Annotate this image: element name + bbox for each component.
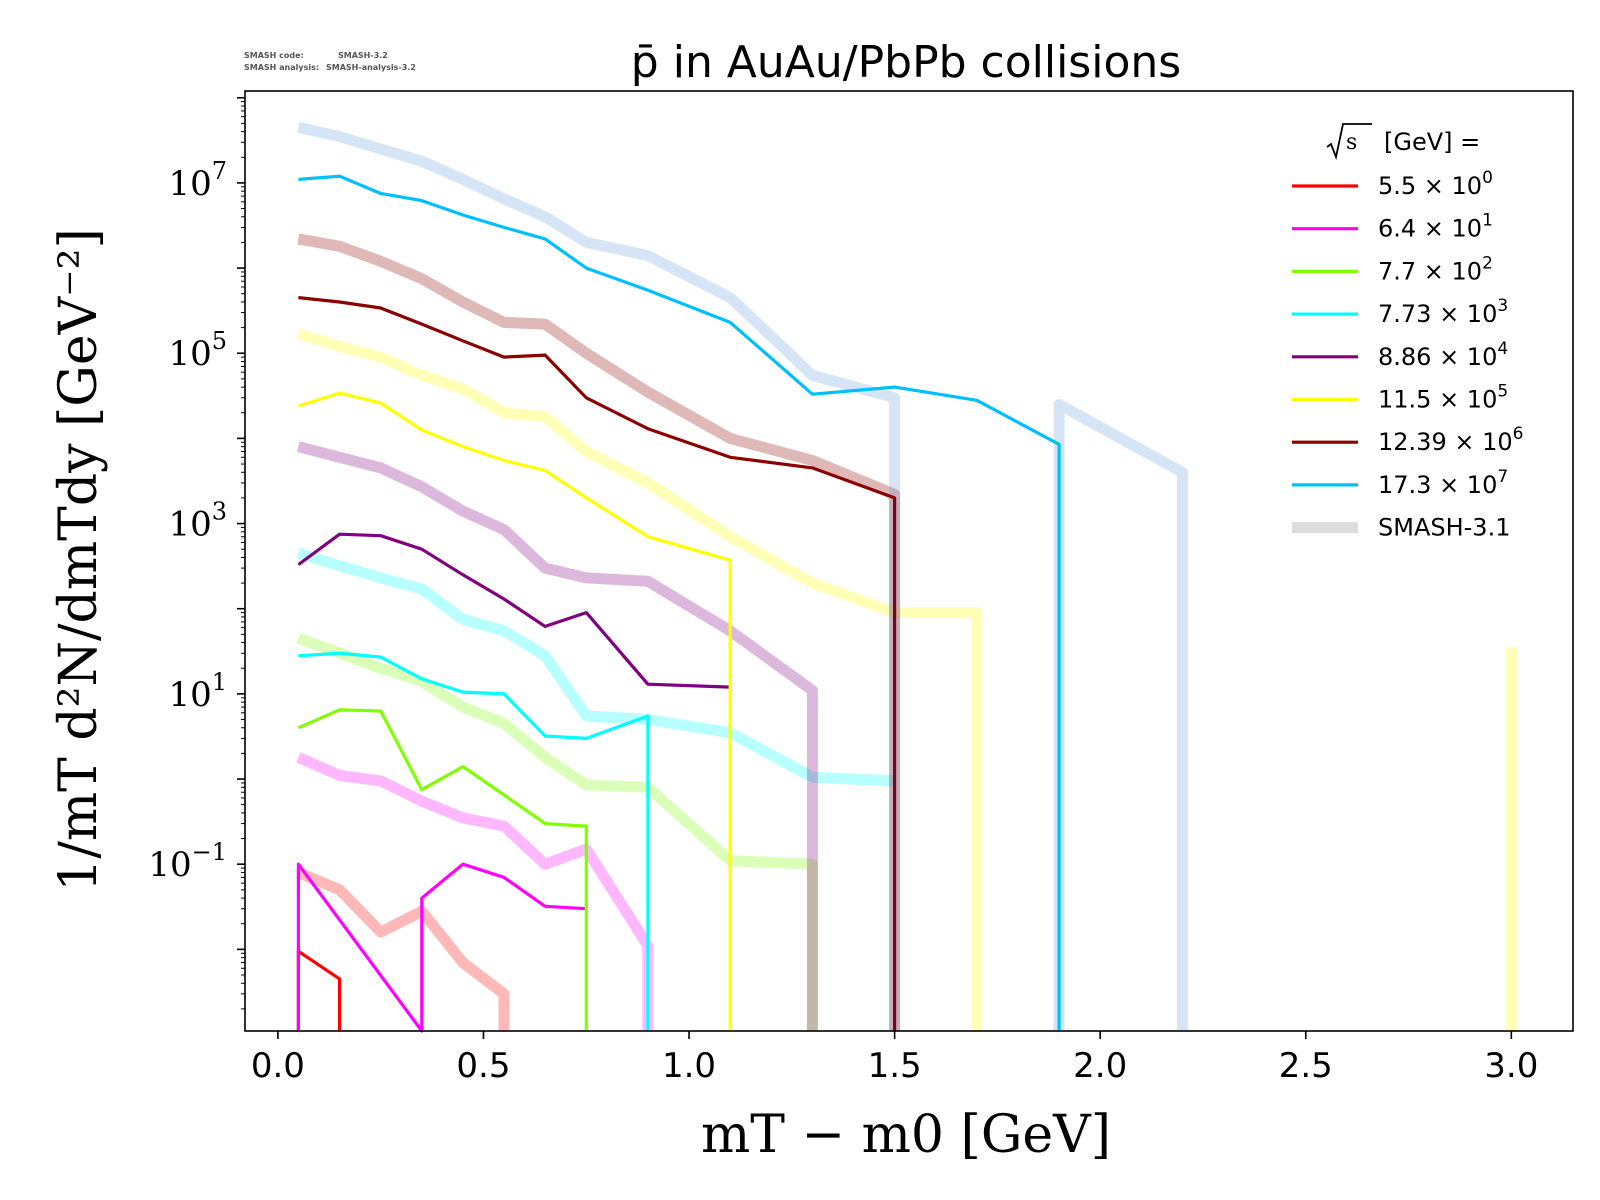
meta-code-value: SMASH-3.2 xyxy=(338,51,388,60)
legend-label: 7.73 × 103 xyxy=(1378,296,1508,328)
legend-entry-6: 12.39 × 106 xyxy=(1292,424,1523,456)
y-axis-ticks: 10−1 101 103 105 107 xyxy=(148,96,245,1010)
series-line-2 xyxy=(297,708,588,1031)
legend-label: 17.3 × 107 xyxy=(1378,467,1508,499)
legend-label: 6.4 × 101 xyxy=(1378,211,1493,243)
reference-line-6 xyxy=(297,233,901,1031)
reference-line-0 xyxy=(296,867,510,1031)
legend-label: 7.7 × 102 xyxy=(1378,253,1493,285)
legend-label: 12.39 × 106 xyxy=(1378,424,1523,456)
x-tick-label: 1.0 xyxy=(662,1046,716,1086)
reference-line-2 xyxy=(296,633,818,1031)
legend-label: SMASH-3.1 xyxy=(1378,514,1510,542)
legend-label: 8.86 × 104 xyxy=(1378,339,1508,371)
y-tick-label: 103 xyxy=(168,498,227,545)
legend-title: s [GeV] = xyxy=(1326,123,1480,161)
legend-label: 5.5 × 100 xyxy=(1378,168,1493,200)
plot-frame xyxy=(244,90,1574,1032)
series-line-7 xyxy=(298,174,1061,1031)
meta-analysis-label: SMASH analysis: xyxy=(244,63,319,72)
y-tick-label: 101 xyxy=(168,668,227,715)
legend-entry-2: 7.7 × 102 xyxy=(1292,253,1493,285)
series-line-0 xyxy=(296,949,342,1031)
sqrt-symbol-icon xyxy=(1326,123,1372,161)
reference-line-1 xyxy=(296,752,654,1031)
series-line-1 xyxy=(296,862,587,1033)
reference-line-3 xyxy=(296,547,895,787)
legend: s [GeV] = 5.5 × 100 6.4 × 101 7.7 × 102 7.7… xyxy=(1292,123,1523,542)
x-tick-label: 2.0 xyxy=(1073,1046,1127,1086)
legend-entry-3: 7.73 × 103 xyxy=(1292,296,1508,328)
y-tick-label: 10−1 xyxy=(148,838,227,885)
series-line-6 xyxy=(298,296,897,1031)
legend-label: 11.5 × 105 xyxy=(1378,382,1508,414)
chart-title: p̄ in AuAu/PbPb collisions xyxy=(631,37,1181,88)
x-tick-label: 3.0 xyxy=(1484,1046,1538,1086)
y-tick-label: 107 xyxy=(168,157,227,204)
data-lines xyxy=(296,174,1061,1033)
reference-line-5 xyxy=(296,328,983,1031)
meta-analysis-value: SMASH-analysis-3.2 xyxy=(326,63,416,72)
legend-entry-4: 8.86 × 104 xyxy=(1292,339,1508,371)
x-tick-label: 2.5 xyxy=(1279,1046,1333,1086)
legend-entry-7: 17.3 × 107 xyxy=(1292,467,1508,499)
series-line-3 xyxy=(298,651,650,1031)
x-axis-label: mT − m0 [GeV] xyxy=(701,1105,1111,1165)
reference-lines xyxy=(296,121,1517,1031)
y-tick-label: 105 xyxy=(168,327,227,374)
reference-line-7 xyxy=(297,121,901,1031)
series-line-4 xyxy=(297,532,731,689)
legend-entry-0: 5.5 × 100 xyxy=(1292,168,1493,200)
meta-code-label: SMASH code: xyxy=(244,51,304,60)
x-tick-label: 1.5 xyxy=(868,1046,922,1086)
svg-text:s: s xyxy=(1346,130,1357,155)
series-line-5 xyxy=(297,391,732,1031)
x-axis-ticks: 0.0 0.5 1.0 1.5 2.0 2.5 3.0 xyxy=(251,1031,1538,1086)
legend-title-text: [GeV] = xyxy=(1384,128,1480,156)
reference-line-4 xyxy=(297,441,818,1031)
x-tick-label: 0.5 xyxy=(456,1046,510,1086)
reference-line-8 xyxy=(1053,399,1188,1031)
legend-entry-5: 11.5 × 105 xyxy=(1292,382,1508,414)
x-tick-label: 0.0 xyxy=(251,1046,305,1086)
legend-entry-8: SMASH-3.1 xyxy=(1292,514,1510,542)
legend-entry-1: 6.4 × 101 xyxy=(1292,211,1493,243)
y-axis-label: 1/mT d²N/dmTdy [GeV⁻²] xyxy=(49,228,109,891)
